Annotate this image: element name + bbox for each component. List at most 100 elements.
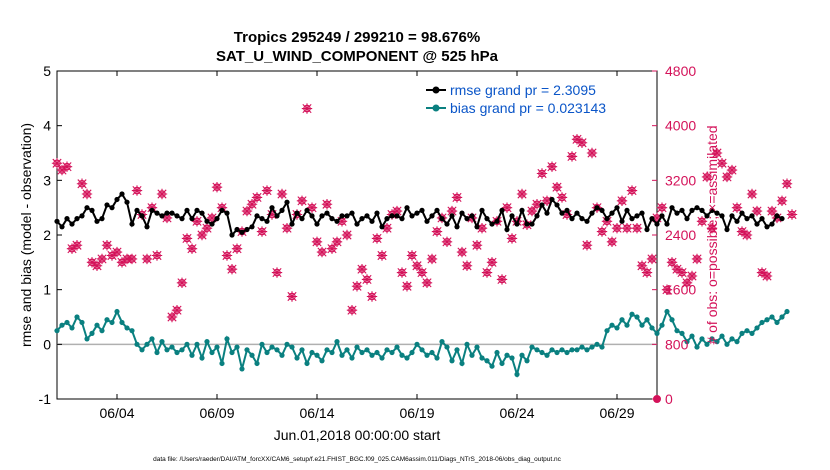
obs-count-point [71,240,83,251]
bias-point [684,339,690,345]
rmse-point [679,207,685,213]
rmse-point [504,226,510,233]
bias-point [449,358,455,364]
bias-point [594,341,600,347]
rmse-point [649,216,655,222]
bias-point [219,360,225,367]
legend-box [419,78,651,120]
bias-point [204,339,210,345]
obs-assimilated-marker [711,147,723,159]
obs-count-point [141,253,153,265]
rmse-point [109,205,115,211]
obs-count-point [251,192,263,203]
rmse-point [404,205,410,211]
obs-assimilated-marker [381,222,393,234]
rmse-point [704,213,710,219]
obs-count-point [271,267,283,278]
bias-point [319,358,325,364]
rmse-point [664,221,670,227]
obs-assimilated-marker [526,205,538,217]
obs-assimilated-marker [421,277,433,289]
bias-point [54,328,60,334]
rmse-point [549,196,555,203]
rmse-point [369,218,375,224]
bias-point [444,344,450,350]
bias-point [489,363,495,369]
obs-assimilated-marker [746,188,758,200]
obs-assimilated-marker [751,205,763,217]
obs-assimilated-marker [531,199,543,210]
y-tick-label: 1 [43,282,51,298]
legend-bias-label: bias grand pr = 0.023143 [450,100,606,116]
rmse-point [379,224,385,230]
obs-count-point [471,240,483,251]
bias-point [419,347,425,353]
obs-count-point [421,277,433,289]
bias-point [414,341,420,347]
legend-bias-marker [432,104,440,112]
bias-point [554,349,560,356]
y-right-tick-label: 800 [665,336,689,352]
bias-point [589,344,595,350]
bias-point [714,339,720,345]
obs-count-point [551,181,563,193]
obs-assimilated-marker [366,291,378,302]
obs-assimilated-marker [576,137,588,148]
y-tick-label: 3 [43,172,51,188]
obs-assimilated-marker [461,260,473,271]
obs-count-point [201,222,213,234]
bias-point [479,355,485,361]
obs-count-point [126,253,138,265]
obs-assimilated-marker [611,222,623,234]
obs-count-point [731,202,743,213]
obs-assimilated-marker [396,267,408,278]
obs-assimilated-marker [596,226,608,237]
bias-point [514,371,520,377]
bias-point [74,314,80,320]
obs-assimilated-marker [536,168,548,179]
bias-point [609,322,615,328]
x-axis-ticks: 06/04 06/09 06/14 06/19 06/24 06/29 [99,71,635,421]
rmse-point [274,213,280,219]
obs-assimilated-marker [741,229,753,241]
obs-count-point [741,229,753,241]
rmse-point [569,216,575,222]
bias-point [329,349,335,356]
obs-assimilated-marker [501,202,513,213]
chart-title: Tropics 295249 / 299210 = 98.676% [234,29,480,46]
bias-point [709,336,715,342]
rmse-point [94,218,100,224]
bias-point [669,317,675,323]
obs-assimilated-marker [56,164,68,176]
bias-point [264,349,270,356]
bias-point [269,344,275,350]
obs-assimilated-marker [286,291,298,302]
rmse-point [354,221,360,227]
bias-point [409,349,415,356]
bias-point [174,349,180,356]
rmse-point [74,216,80,222]
obs-assimilated-marker [131,185,143,196]
bias-point [454,347,460,353]
bias-point [769,314,775,320]
obs-count-point [366,291,378,302]
rmse-point [694,205,700,211]
rmse-point [319,213,325,219]
obs-assimilated-marker [151,250,163,261]
obs-assimilated-marker [346,304,358,316]
rmse-point [309,213,315,219]
y-right-tick-label: 1600 [665,282,696,298]
obs-count-point [611,222,623,234]
rmse-point [314,221,320,227]
bias-point [524,358,530,364]
obs-assimilated-marker [776,195,788,207]
bias-point [139,347,145,353]
obs-count-point [431,226,443,237]
bias-point [749,330,755,336]
obs-assimilated-marker [316,246,328,258]
bias-point [734,339,740,345]
obs-count-point [261,185,273,196]
y-tick-label: -1 [39,391,52,407]
obs-assimilated-marker [271,267,283,278]
y-right-tick-label: 2400 [665,227,696,243]
